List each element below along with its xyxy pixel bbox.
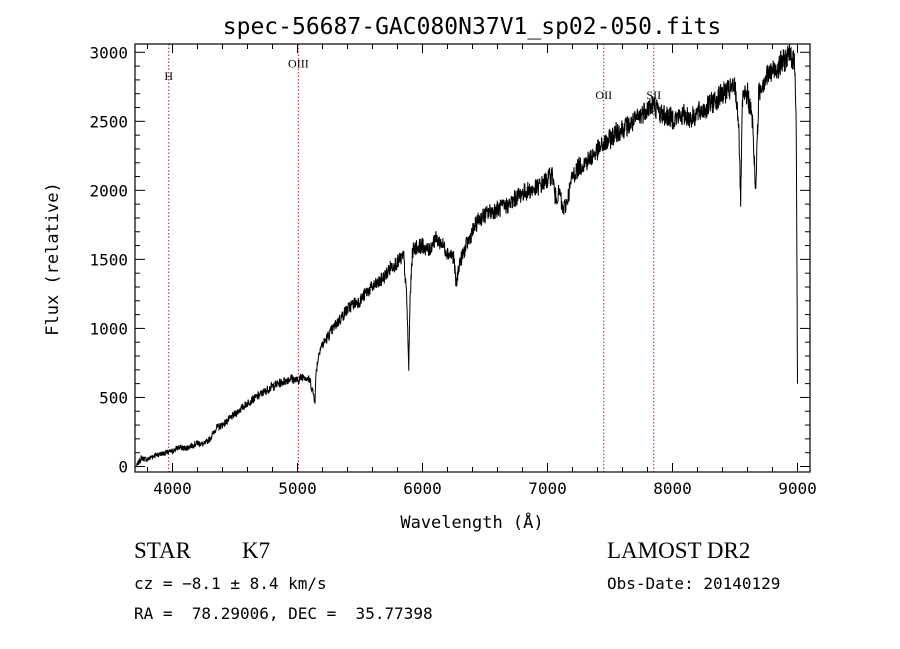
marker-label-3: SII — [646, 88, 661, 102]
emission-line-markers: H OIII OII SII — [164, 44, 661, 472]
marker-label-2: OII — [595, 88, 612, 102]
object-type: STAR — [134, 538, 191, 563]
coordinates-readout: RA = 78.29006, DEC = 35.77398 — [134, 604, 433, 623]
y-tick-label-6: 3000 — [89, 43, 128, 62]
spectrum-line — [135, 43, 798, 468]
y-tick-label-2: 1000 — [89, 319, 128, 338]
x-tick-label-1: 5000 — [278, 479, 317, 498]
axis-ticks: 4000 5000 6000 7000 8000 9000 0 500 1000 1500 2000… — [89, 43, 816, 498]
y-tick-label-0: 0 — [118, 457, 128, 476]
x-tick-label-4: 8000 — [653, 479, 692, 498]
y-tick-label-5: 2500 — [89, 112, 128, 131]
survey-name: LAMOST DR2 — [607, 538, 751, 563]
marker-label-1: OIII — [288, 56, 309, 70]
x-tick-label-2: 6000 — [403, 479, 442, 498]
y-tick-label-1: 500 — [99, 388, 128, 407]
marker-label-0: H — [164, 69, 173, 83]
y-tick-label-4: 2000 — [89, 181, 128, 200]
x-tick-label-5: 9000 — [778, 479, 817, 498]
x-tick-label-0: 4000 — [153, 479, 192, 498]
y-axis-label: Flux (relative) — [43, 182, 63, 336]
x-axis-label: Wavelength (Å) — [400, 511, 543, 533]
y-tick-label-3: 1500 — [89, 250, 128, 269]
velocity-readout: cz = −8.1 ± 8.4 km/s — [134, 574, 327, 593]
object-subclass: K7 — [242, 538, 271, 563]
x-tick-label-3: 7000 — [528, 479, 567, 498]
chart-title: spec-56687-GAC080N37V1_sp02-050.fits — [223, 14, 722, 40]
observation-date: Obs-Date: 20140129 — [607, 574, 781, 593]
